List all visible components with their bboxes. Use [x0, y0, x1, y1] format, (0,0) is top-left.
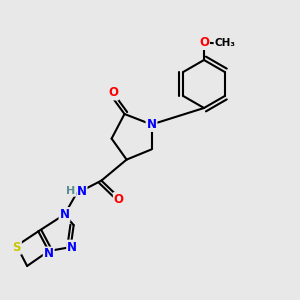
Text: N: N	[77, 184, 87, 198]
Text: O: O	[114, 193, 124, 206]
Text: O: O	[199, 36, 209, 49]
Text: N: N	[67, 241, 77, 254]
Text: O: O	[108, 86, 118, 100]
Text: S: S	[12, 241, 21, 254]
Text: N: N	[59, 208, 70, 221]
Text: H: H	[67, 186, 76, 196]
Text: N: N	[44, 248, 54, 260]
Text: CH₃: CH₃	[214, 38, 236, 48]
Text: N: N	[146, 118, 157, 131]
